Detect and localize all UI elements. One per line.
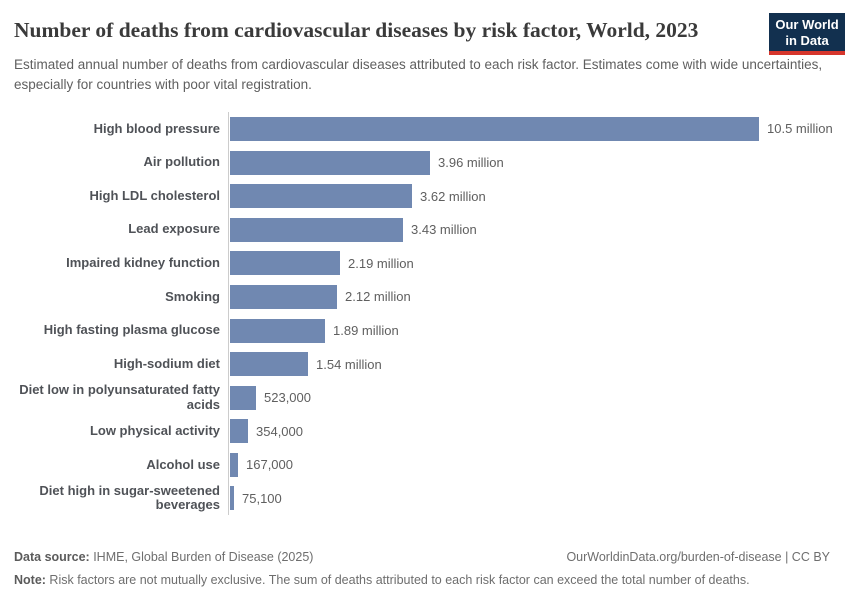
bar-chart: High blood pressure 10.5 million Air pollu… (14, 112, 833, 516)
bar-area: 10.5 million (228, 112, 833, 146)
value-label: 3.96 million (438, 155, 504, 171)
value-label: 2.19 million (348, 255, 414, 271)
bar-row: Low physical activity 354,000 (14, 414, 830, 449)
value-label: 75,100 (242, 490, 282, 506)
credit-link[interactable]: OurWorldinData.org/burden-of-disease | C… (566, 549, 830, 564)
bar-row: High fasting plasma glucose 1.89 million (14, 313, 830, 348)
bar[interactable] (230, 486, 234, 511)
footer-line1: Data source: IHME, Global Burden of Dise… (14, 548, 830, 566)
category-label: High-sodium diet (113, 355, 220, 371)
data-source-label: Data source: (14, 549, 90, 564)
bar-row: High blood pressure 10.5 million (14, 112, 833, 146)
category-label: Alcohol use (146, 456, 220, 472)
bar-row: Impaired kidney function 2.19 million (14, 246, 830, 281)
bar[interactable] (230, 452, 238, 477)
category-label: Lead exposure (128, 221, 220, 237)
bar-row: Diet high in sugar-sweetened beverages 75… (14, 481, 830, 516)
chart-subtitle: Estimated annual number of deaths from c… (14, 56, 823, 92)
data-source: Data source: IHME, Global Burden of Dise… (14, 548, 313, 566)
category-label: Low physical activity (89, 423, 220, 439)
logo-line2: in Data (785, 32, 829, 48)
value-label: 1.54 million (316, 356, 382, 372)
bar[interactable] (230, 251, 340, 276)
category-label: Diet low in polyunsaturated fatty acids (19, 382, 220, 412)
category-label: Air pollution (143, 154, 220, 170)
bar-row: Diet low in polyunsaturated fatty acids 5… (14, 380, 830, 415)
bar[interactable] (230, 352, 308, 377)
bar[interactable] (230, 284, 337, 309)
logo-line1: Our World (775, 17, 839, 32)
value-label: 2.12 million (345, 289, 411, 305)
bar-row: High-sodium diet 1.54 million (14, 347, 830, 381)
bar[interactable] (230, 318, 325, 343)
bar-row: Alcohol use 167,000 (14, 448, 830, 482)
value-label: 167,000 (246, 457, 293, 473)
chart-title: Number of deaths from cardiovascular dis… (14, 18, 699, 42)
category-label: Diet high in sugar-sweetened beverages (39, 482, 220, 513)
bar-area: 354,000 (228, 414, 830, 449)
bar[interactable] (230, 217, 403, 242)
bar-row: Smoking 2.12 million (14, 280, 830, 314)
note-text: Risk factors are not mutually exclusive.… (45, 572, 750, 587)
bar-area: 3.96 million (228, 145, 830, 180)
bar-row: Air pollution 3.96 million (14, 145, 830, 180)
bar[interactable] (230, 150, 430, 175)
footer-note: Note: Risk factors are not mutually excl… (14, 571, 830, 589)
bar-area: 167,000 (228, 448, 830, 482)
our-world-in-data-logo[interactable]: Our World in Data (769, 13, 845, 56)
bar-area: 1.89 million (228, 313, 830, 348)
value-label: 3.43 million (411, 222, 477, 238)
data-source-text: IHME, Global Burden of Disease (2025) (89, 549, 314, 564)
bar-area: 75,100 (228, 481, 830, 516)
category-label: Impaired kidney function (66, 255, 220, 271)
bar-area: 2.19 million (228, 246, 830, 281)
bar[interactable] (230, 184, 412, 209)
bar[interactable] (230, 385, 256, 410)
bar-area: 1.54 million (228, 347, 830, 381)
value-label: 523,000 (264, 390, 311, 406)
category-label: Smoking (165, 288, 220, 304)
bar[interactable] (230, 419, 248, 444)
category-label: High LDL cholesterol (89, 187, 221, 203)
category-label: High fasting plasma glucose (43, 322, 220, 338)
bar-area: 3.62 million (228, 179, 830, 213)
bar[interactable] (230, 116, 759, 141)
value-label: 1.89 million (333, 323, 399, 339)
chart-footer: Data source: IHME, Global Burden of Dise… (14, 548, 830, 589)
category-label: High blood pressure (93, 120, 220, 136)
bar-row: Lead exposure 3.43 million (14, 212, 830, 247)
value-label: 10.5 million (767, 121, 833, 137)
bar-area: 523,000 (228, 380, 830, 415)
note-label: Note: (14, 572, 46, 587)
bar-area: 2.12 million (228, 280, 830, 314)
bar-area: 3.43 million (228, 212, 830, 247)
bar-row: High LDL cholesterol 3.62 million (14, 179, 830, 213)
value-label: 3.62 million (420, 188, 486, 204)
value-label: 354,000 (256, 423, 303, 439)
